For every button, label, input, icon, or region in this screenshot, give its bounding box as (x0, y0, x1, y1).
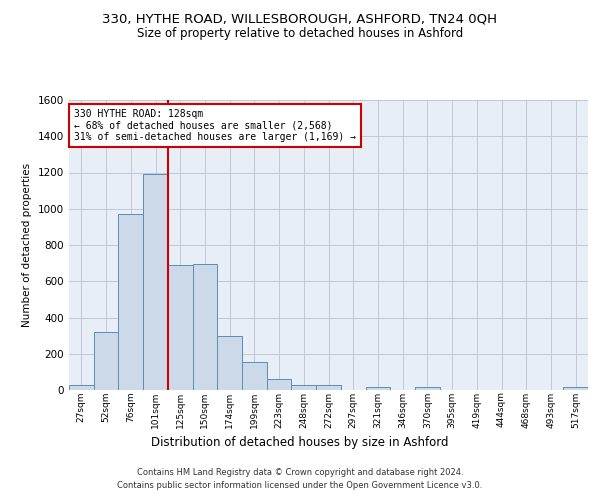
Bar (415, 388, 440, 390)
Text: Contains HM Land Registry data © Crown copyright and database right 2024.: Contains HM Land Registry data © Crown c… (137, 468, 463, 477)
Bar (168, 265, 193, 390)
Text: 330 HYTHE ROAD: 128sqm
← 68% of detached houses are smaller (2,568)
31% of semi-: 330 HYTHE ROAD: 128sqm ← 68% of detached… (74, 108, 356, 142)
Bar (563, 388, 588, 390)
Bar (94, 332, 118, 390)
Bar (292, 384, 316, 390)
Text: Size of property relative to detached houses in Ashford: Size of property relative to detached ho… (137, 28, 463, 40)
Bar (69, 384, 94, 390)
Bar (267, 379, 292, 390)
Text: 330, HYTHE ROAD, WILLESBOROUGH, ASHFORD, TN24 0QH: 330, HYTHE ROAD, WILLESBOROUGH, ASHFORD,… (103, 12, 497, 26)
Text: Contains public sector information licensed under the Open Government Licence v3: Contains public sector information licen… (118, 480, 482, 490)
Y-axis label: Number of detached properties: Number of detached properties (22, 163, 32, 327)
Bar (365, 388, 390, 390)
Bar (143, 174, 168, 390)
Bar (118, 214, 143, 390)
Bar (217, 336, 242, 390)
Bar (242, 362, 267, 390)
Bar (193, 264, 217, 390)
Bar (316, 386, 341, 390)
Text: Distribution of detached houses by size in Ashford: Distribution of detached houses by size … (151, 436, 449, 449)
